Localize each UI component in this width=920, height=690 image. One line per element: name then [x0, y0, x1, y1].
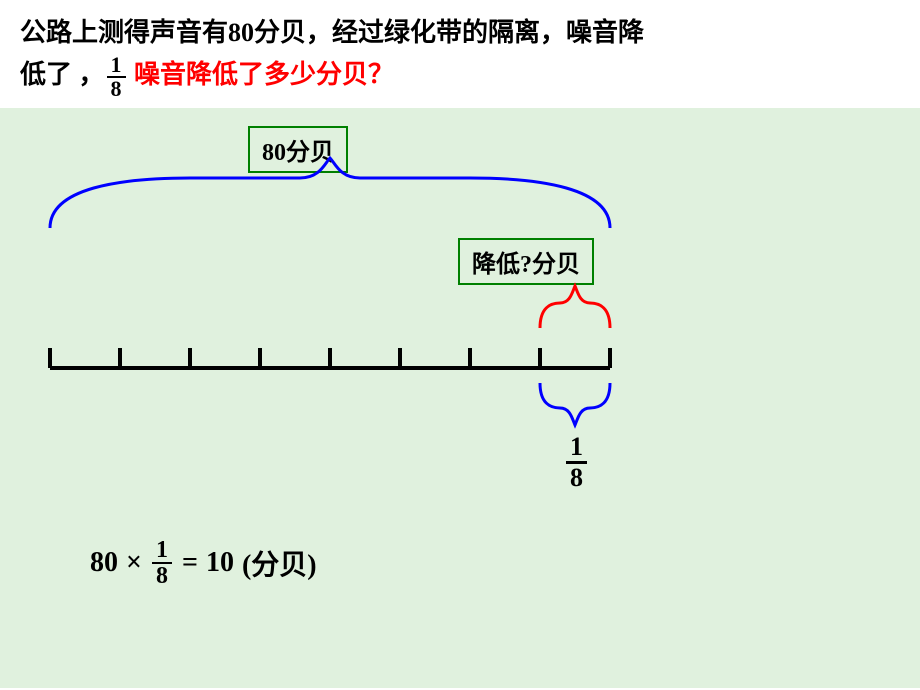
problem-comma: ，: [79, 60, 105, 89]
eq-frac-num: 1: [152, 538, 172, 562]
bottom-frac-num: 1: [570, 433, 583, 462]
eq-unit: (分贝): [242, 543, 317, 583]
number-line: [50, 348, 610, 368]
problem-fraction: 1 8: [107, 54, 126, 100]
brace-reduce: [540, 286, 610, 328]
bottom-fraction: 1 8: [566, 433, 587, 493]
problem-line1: 公路上测得声音有80分贝，经过绿化带的隔离，噪音降: [20, 18, 644, 47]
problem-question: 噪音降低了多少分贝？: [134, 60, 394, 89]
prob-frac-num: 1: [107, 54, 126, 76]
prob-frac-den: 8: [107, 76, 126, 100]
bottom-frac-den: 8: [566, 461, 587, 493]
eq-equals: =: [182, 547, 198, 579]
diagram-area: 80分贝 降低?分贝 1 8 80 ×: [0, 108, 920, 688]
eq-fraction: 1 8: [152, 538, 172, 588]
eq-rhs: 10: [206, 547, 234, 579]
brace-bottom: [540, 383, 610, 425]
problem-statement: 公路上测得声音有80分贝，经过绿化带的隔离，噪音降 低了 ， 1 8 噪音降低了…: [0, 0, 920, 108]
equation: 80 × 1 8 = 10 (分贝): [90, 538, 317, 588]
diagram-svg: [0, 108, 920, 528]
problem-line2a: 低了: [20, 60, 72, 89]
brace-total: [50, 158, 610, 228]
eq-times: ×: [126, 547, 142, 579]
eq-lhs: 80: [90, 547, 118, 579]
eq-frac-den: 8: [152, 562, 172, 588]
